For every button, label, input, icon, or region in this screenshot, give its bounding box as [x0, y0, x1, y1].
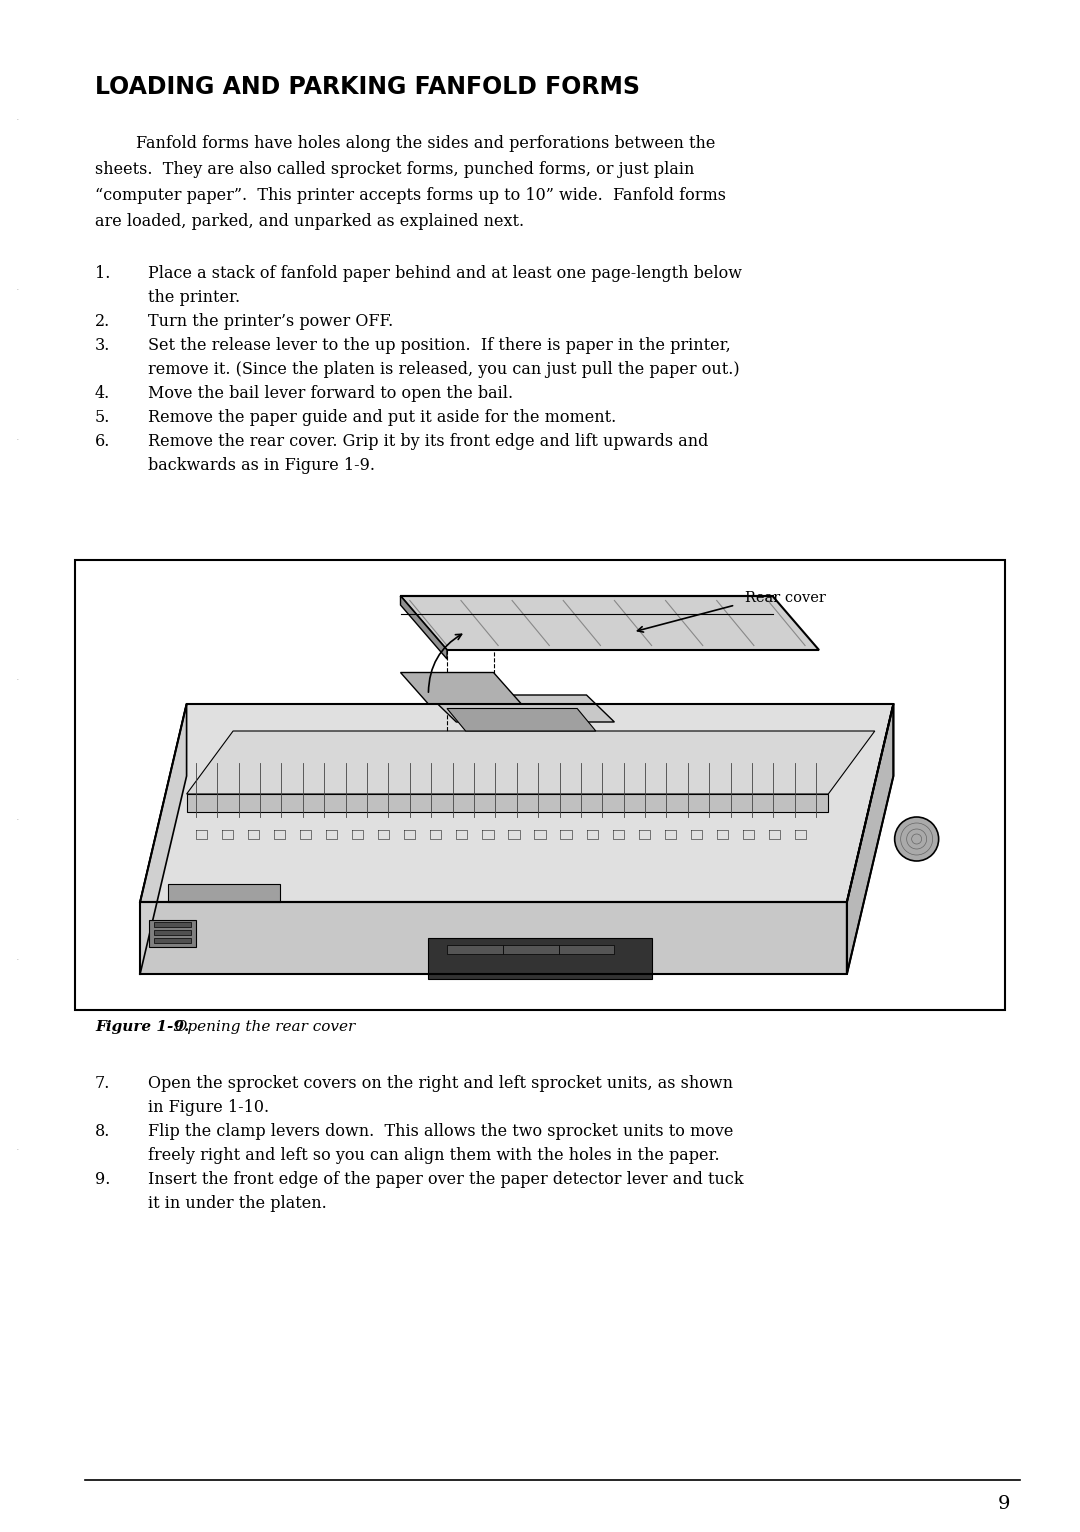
Polygon shape — [149, 921, 195, 947]
Text: 9: 9 — [998, 1495, 1010, 1514]
Text: ·: · — [16, 1144, 19, 1155]
Text: in Figure 1-10.: in Figure 1-10. — [148, 1098, 269, 1115]
Text: Remove the paper guide and put it aside for the moment.: Remove the paper guide and put it aside … — [148, 409, 617, 426]
Text: Rear cover: Rear cover — [744, 591, 825, 605]
Text: 7.: 7. — [95, 1075, 110, 1092]
Text: freely right and left so you can align them with the holes in the paper.: freely right and left so you can align t… — [148, 1147, 719, 1164]
Text: Open the sprocket covers on the right and left sprocket units, as shown: Open the sprocket covers on the right an… — [148, 1075, 733, 1092]
Text: ·: · — [16, 954, 19, 965]
Text: Opening the rear cover: Opening the rear cover — [170, 1020, 355, 1034]
Polygon shape — [401, 596, 819, 650]
Text: 9.: 9. — [95, 1170, 110, 1187]
Text: ·: · — [16, 115, 19, 126]
Polygon shape — [429, 938, 651, 979]
Polygon shape — [154, 939, 191, 944]
Bar — [75, 561, 1005, 1010]
Text: Flip the clamp levers down.  This allows the two sprocket units to move: Flip the clamp levers down. This allows … — [148, 1123, 733, 1140]
Text: Figure 1-9.: Figure 1-9. — [95, 1020, 189, 1034]
Polygon shape — [447, 708, 596, 731]
Text: ·: · — [16, 435, 19, 444]
Polygon shape — [429, 696, 615, 722]
Text: backwards as in Figure 1-9.: backwards as in Figure 1-9. — [148, 457, 375, 473]
Text: Remove the rear cover. Grip it by its front edge and lift upwards and: Remove the rear cover. Grip it by its fr… — [148, 434, 708, 450]
Text: “computer paper”.  This printer accepts forms up to 10” wide.  Fanfold forms: “computer paper”. This printer accepts f… — [95, 187, 726, 204]
Text: 1.: 1. — [95, 265, 110, 282]
Polygon shape — [140, 705, 893, 902]
Text: 3.: 3. — [95, 337, 110, 354]
Text: ·: · — [16, 676, 19, 685]
Polygon shape — [154, 930, 191, 935]
Text: LOADING AND PARKING FANFOLD FORMS: LOADING AND PARKING FANFOLD FORMS — [95, 75, 640, 100]
Text: Fanfold forms have holes along the sides and perforations between the: Fanfold forms have holes along the sides… — [95, 135, 715, 152]
Polygon shape — [447, 945, 503, 954]
Text: are loaded, parked, and unparked as explained next.: are loaded, parked, and unparked as expl… — [95, 213, 524, 230]
Text: Move the bail lever forward to open the bail.: Move the bail lever forward to open the … — [148, 385, 513, 401]
Polygon shape — [187, 731, 875, 794]
Polygon shape — [187, 794, 828, 812]
Polygon shape — [503, 945, 558, 954]
Polygon shape — [140, 705, 187, 974]
Text: Place a stack of fanfold paper behind and at least one page-length below: Place a stack of fanfold paper behind an… — [148, 265, 742, 282]
Polygon shape — [168, 884, 280, 902]
Text: sheets.  They are also called sprocket forms, punched forms, or just plain: sheets. They are also called sprocket fo… — [95, 161, 694, 178]
Text: Set the release lever to the up position.  If there is paper in the printer,: Set the release lever to the up position… — [148, 337, 731, 354]
Polygon shape — [401, 673, 522, 705]
Text: ·: · — [16, 815, 19, 826]
Text: Turn the printer’s power OFF.: Turn the printer’s power OFF. — [148, 313, 393, 329]
Polygon shape — [558, 945, 615, 954]
Text: remove it. (Since the platen is released, you can just pull the paper out.): remove it. (Since the platen is released… — [148, 362, 740, 378]
Text: ·: · — [16, 285, 19, 296]
Text: 6.: 6. — [95, 434, 110, 450]
Text: the printer.: the printer. — [148, 290, 240, 306]
Polygon shape — [401, 596, 447, 659]
Text: 4.: 4. — [95, 385, 110, 401]
Polygon shape — [140, 902, 847, 974]
Text: 8.: 8. — [95, 1123, 110, 1140]
Text: Insert the front edge of the paper over the paper detector lever and tuck: Insert the front edge of the paper over … — [148, 1170, 744, 1187]
Polygon shape — [847, 705, 893, 974]
Circle shape — [894, 817, 939, 861]
Polygon shape — [154, 922, 191, 927]
Text: 5.: 5. — [95, 409, 110, 426]
Text: 2.: 2. — [95, 313, 110, 329]
Text: it in under the platen.: it in under the platen. — [148, 1195, 327, 1212]
